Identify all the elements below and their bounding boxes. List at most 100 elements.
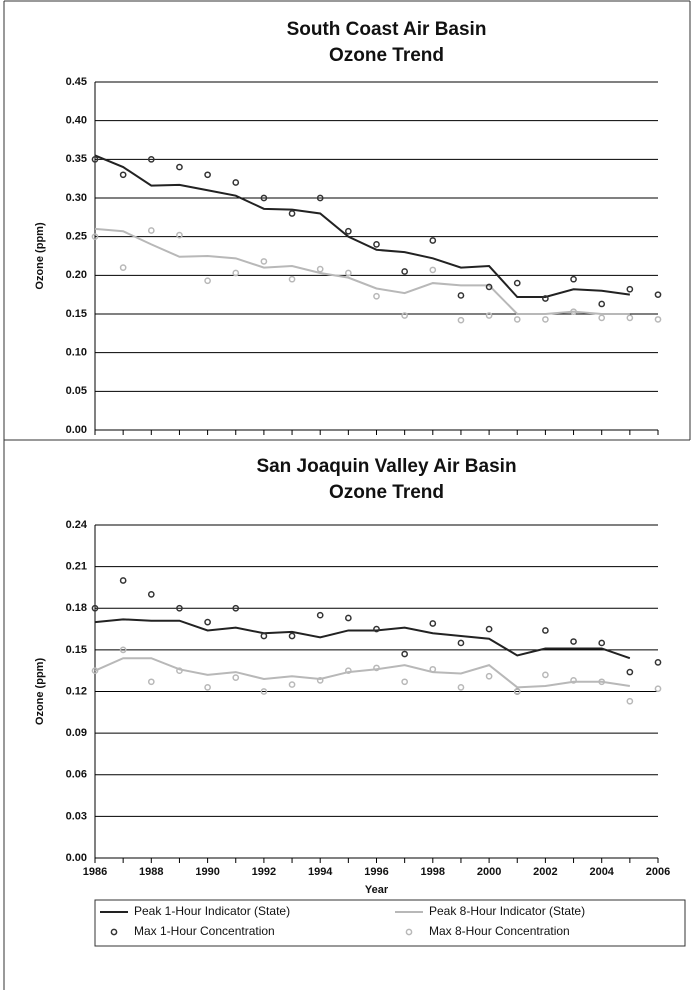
x-tick-label: 2002 xyxy=(533,866,557,878)
legend-label: Max 1-Hour Concentration xyxy=(134,924,275,938)
chart-subtitle: Ozone Trend xyxy=(329,45,444,66)
point xyxy=(232,674,240,681)
point xyxy=(654,316,662,323)
y-tick-label: 0.21 xyxy=(66,561,87,573)
point xyxy=(626,285,634,293)
point xyxy=(176,163,183,171)
point xyxy=(485,312,493,319)
y-tick-label: 0.30 xyxy=(66,192,87,204)
point xyxy=(260,632,268,640)
legend-label: Peak 1-Hour Indicator (State) xyxy=(134,904,290,918)
point xyxy=(654,291,662,299)
point xyxy=(429,620,437,627)
legend-box xyxy=(94,899,686,947)
point xyxy=(485,625,493,633)
point xyxy=(429,237,437,244)
point xyxy=(542,295,549,302)
x-tick-label: 2000 xyxy=(477,866,501,878)
series-line xyxy=(94,154,630,298)
x-tick-label: 1992 xyxy=(252,866,276,878)
point xyxy=(570,677,577,684)
point xyxy=(345,667,352,675)
x-tick-label: 1986 xyxy=(83,866,107,878)
point xyxy=(598,678,606,686)
y-tick-label: 0.40 xyxy=(66,115,87,127)
point xyxy=(626,668,634,676)
x-axis-label: Year xyxy=(365,884,389,896)
y-tick-label: 0.00 xyxy=(66,852,87,864)
y-tick-label: 0.24 xyxy=(66,519,88,531)
point xyxy=(598,300,606,308)
point xyxy=(204,618,211,626)
point xyxy=(119,171,127,179)
point xyxy=(204,277,211,285)
point xyxy=(288,632,296,640)
point xyxy=(570,638,577,645)
point xyxy=(654,659,662,666)
point xyxy=(345,227,352,235)
point xyxy=(345,269,352,277)
point xyxy=(91,604,99,612)
y-tick-label: 0.18 xyxy=(66,602,87,614)
point xyxy=(570,275,577,283)
point xyxy=(485,283,493,291)
point xyxy=(119,646,127,654)
point xyxy=(598,314,606,322)
legend-swatch xyxy=(110,928,118,936)
y-tick-label: 0.06 xyxy=(66,769,87,781)
y-tick-label: 0.03 xyxy=(66,810,87,822)
point xyxy=(204,683,211,691)
point xyxy=(429,665,437,673)
series-line xyxy=(94,227,630,315)
point xyxy=(457,683,465,691)
point xyxy=(373,664,380,672)
x-tick-label: 1994 xyxy=(308,866,333,878)
point xyxy=(373,241,380,248)
chart-title: San Joaquin Valley Air Basin xyxy=(256,456,516,477)
point xyxy=(626,314,634,322)
point xyxy=(626,697,634,705)
x-tick-label: 1990 xyxy=(195,866,219,878)
point xyxy=(204,171,211,179)
point xyxy=(513,688,521,695)
legend-swatch xyxy=(405,928,413,936)
chart-title: South Coast Air Basin xyxy=(287,19,487,40)
y-tick-label: 0.12 xyxy=(66,685,87,697)
point xyxy=(91,667,99,675)
point xyxy=(316,265,324,273)
point xyxy=(91,233,99,241)
y-tick-label: 0.25 xyxy=(66,231,87,243)
point xyxy=(485,672,493,680)
x-tick-label: 2004 xyxy=(589,866,614,878)
chart-subtitle: Ozone Trend xyxy=(329,482,444,503)
legend-label: Peak 8-Hour Indicator (State) xyxy=(429,904,585,918)
x-tick-label: 1998 xyxy=(421,866,445,878)
y-axis-label: Ozone (ppm) xyxy=(34,658,46,726)
point xyxy=(260,258,268,265)
point xyxy=(316,611,324,619)
point xyxy=(232,179,240,186)
point xyxy=(119,264,127,271)
point xyxy=(401,268,408,275)
series-line xyxy=(94,657,630,689)
point xyxy=(232,269,240,277)
point xyxy=(513,316,521,323)
y-tick-label: 0.09 xyxy=(66,727,87,739)
point xyxy=(147,591,155,598)
y-tick-label: 0.45 xyxy=(66,76,87,88)
point xyxy=(542,671,549,679)
y-tick-label: 0.15 xyxy=(66,644,87,656)
y-tick-label: 0.35 xyxy=(66,153,87,165)
point xyxy=(542,316,549,323)
point xyxy=(457,316,465,324)
y-tick-label: 0.00 xyxy=(66,424,87,436)
point xyxy=(429,266,437,274)
point xyxy=(598,639,606,647)
point xyxy=(316,194,324,202)
point xyxy=(373,292,380,300)
point xyxy=(260,194,268,202)
point xyxy=(542,627,549,634)
point xyxy=(513,279,521,287)
point xyxy=(176,231,183,239)
